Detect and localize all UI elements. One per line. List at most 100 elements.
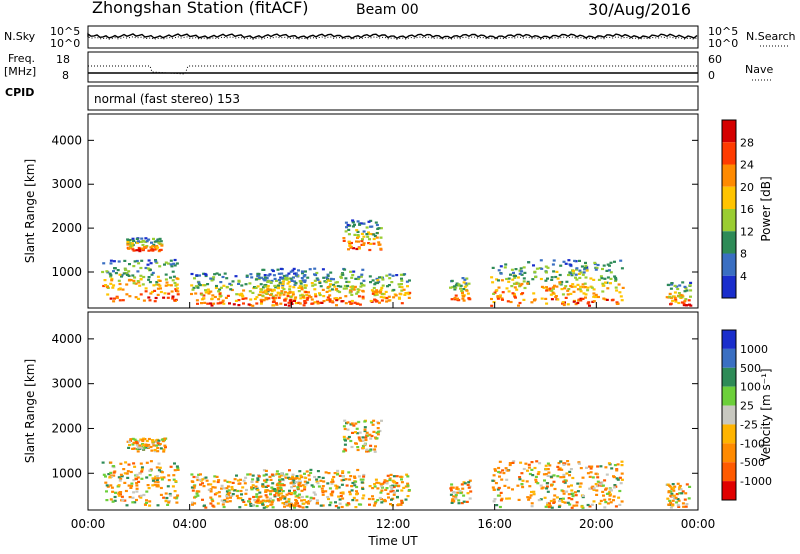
power-echo-cell <box>336 290 340 293</box>
velocity-echo-cell <box>123 481 127 484</box>
velocity-echo-cell <box>312 491 316 494</box>
power-echo-cell <box>282 280 285 283</box>
velocity-echo-cell <box>494 469 497 472</box>
power-echo-cell <box>523 271 527 274</box>
velocity-echo-cell <box>129 470 133 474</box>
velocity-echo-cell <box>137 480 141 483</box>
velocity-echo-cell <box>353 484 357 487</box>
velocity-echo-cell <box>363 428 367 431</box>
power-echo-cell <box>670 296 673 299</box>
power-echo-cell <box>683 290 687 293</box>
velocity-echo-cell <box>496 488 500 491</box>
velocity-echo-cell <box>285 500 289 503</box>
power-echo-cell <box>258 276 262 280</box>
velocity-echo-cell <box>135 441 139 444</box>
velocity-echo-cell <box>123 499 127 502</box>
velocity-echo-cell <box>148 500 152 503</box>
power-echo-cell <box>241 297 245 300</box>
velocity-echo-cell <box>139 496 143 499</box>
velocity-echo-cell <box>339 491 343 494</box>
velocity-echo-cell <box>570 498 574 501</box>
power-echo-cell <box>561 301 565 304</box>
power-echo-cell <box>294 302 298 305</box>
power-echo-cell <box>373 235 377 238</box>
power-echo-cell <box>362 279 366 282</box>
velocity-echo-cell <box>264 473 268 476</box>
velocity-echo-cell <box>616 463 620 466</box>
power-echo-cell <box>492 292 496 295</box>
velocity-echo-cell <box>376 433 380 436</box>
power-echo-cell <box>513 286 517 289</box>
power-echo-cell <box>141 283 145 286</box>
power-echo-cell <box>359 282 363 285</box>
power-echo-cell <box>314 295 318 298</box>
power-echo-cell <box>234 275 238 278</box>
power-echo-cell <box>378 301 381 304</box>
power-echo-cell <box>326 296 330 299</box>
power-echo-cell <box>453 298 457 301</box>
power-echo-cell <box>617 283 621 286</box>
velocity-echo-cell <box>547 471 551 474</box>
power-echo-cell <box>298 302 302 305</box>
power-echo-cell <box>467 297 471 300</box>
power-echo-cell <box>140 259 144 262</box>
velocity-echo-cell <box>282 474 286 477</box>
velocity-echo-cell <box>544 467 548 471</box>
power-colorbar-tick: 20 <box>740 181 754 194</box>
velocity-echo-cell <box>104 481 108 484</box>
velocity-echo-cell <box>291 477 295 480</box>
velocity-echo-cell <box>568 474 571 477</box>
velocity-echo-cell <box>304 483 308 486</box>
velocity-echo-cell <box>316 470 320 473</box>
velocity-echo-cell <box>451 498 455 501</box>
power-echo-cell <box>362 235 366 238</box>
velocity-echo-cell <box>358 438 362 441</box>
velocity-echo-cell <box>558 499 561 503</box>
velocity-colorbar-segment <box>722 481 736 500</box>
power-echo-cell <box>558 273 562 277</box>
velocity-echo-cell <box>304 476 308 480</box>
velocity-echo-cell <box>547 505 551 508</box>
velocity-echo-cell <box>110 475 114 478</box>
power-echo-cell <box>226 294 230 297</box>
power-echo-cell <box>606 263 610 266</box>
velocity-echo-cell <box>452 495 456 498</box>
xtick-label: 08:00 <box>274 517 309 531</box>
power-echo-cell <box>601 267 604 271</box>
power-echo-cell <box>577 299 581 302</box>
power-echo-cell <box>379 276 383 279</box>
power-echo-cell <box>520 273 524 276</box>
velocity-echo-cell <box>557 468 561 471</box>
velocity-echo-cell <box>256 478 260 482</box>
velocity-echo-cell <box>685 483 689 486</box>
velocity-echo-cell <box>151 479 155 482</box>
power-echo-cell <box>689 295 692 298</box>
velocity-echo-cell <box>359 478 363 481</box>
power-echo-cell <box>117 260 121 263</box>
power-echo-cell <box>167 292 171 295</box>
velocity-echo-cell <box>345 503 349 506</box>
power-echo-cell <box>138 284 142 287</box>
power-echo-cell <box>665 296 669 299</box>
power-echo-cell <box>615 301 619 304</box>
power-echo-cell <box>224 296 228 299</box>
power-echo-cell <box>123 259 127 262</box>
power-echo-cell <box>164 284 168 287</box>
power-echo-cell <box>602 297 606 300</box>
velocity-echo-cell <box>291 473 295 476</box>
velocity-echo-cell <box>316 482 320 485</box>
power-echo-cell <box>580 265 584 268</box>
power-echo-cell <box>281 282 285 286</box>
velocity-echo-cell <box>119 477 123 480</box>
velocity-echo-cell <box>191 489 195 492</box>
power-echo-cell <box>368 275 372 278</box>
power-echo-cell <box>456 297 459 300</box>
power-echo-cell <box>333 285 337 288</box>
power-echo-cell <box>173 281 177 285</box>
velocity-echo-cell <box>507 486 511 489</box>
velocity-echo-cell <box>298 470 302 473</box>
velocity-echo-cell <box>321 504 325 507</box>
velocity-echo-cell <box>125 472 129 475</box>
velocity-echo-cell <box>603 506 607 509</box>
